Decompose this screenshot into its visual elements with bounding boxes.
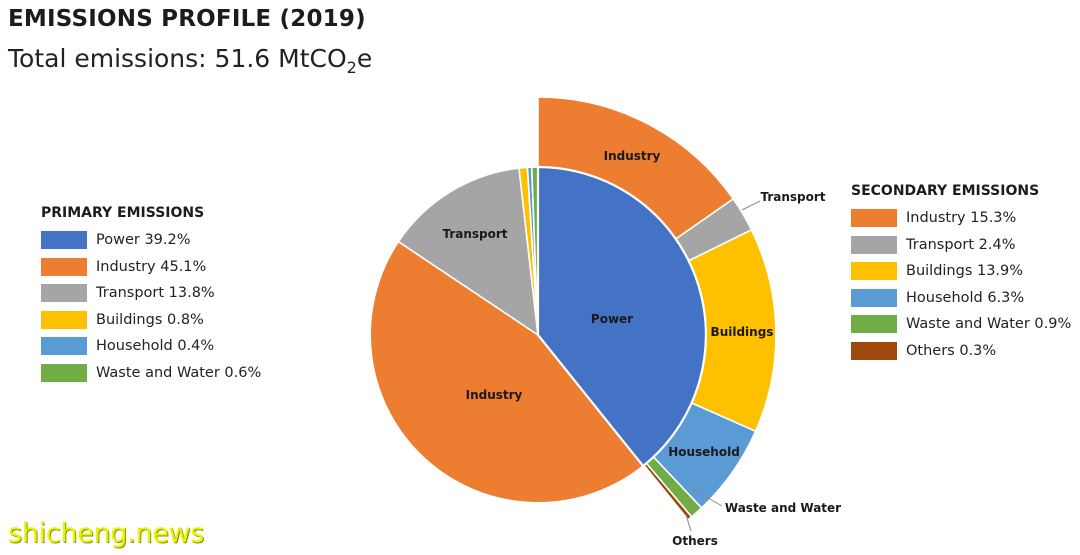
legend-swatch bbox=[851, 288, 897, 307]
slice-label: Industry bbox=[604, 149, 661, 163]
legend-swatch bbox=[41, 231, 87, 250]
legend-label: Household 0.4% bbox=[96, 338, 215, 355]
legend-entry: Industry 15.3% bbox=[851, 205, 1071, 232]
legend-entry: Buildings 0.8% bbox=[41, 307, 261, 334]
legend-swatch bbox=[851, 315, 897, 334]
legend-label: Transport 2.4% bbox=[906, 236, 1016, 253]
legend-swatch bbox=[851, 262, 897, 281]
slice-label: Others bbox=[672, 534, 718, 548]
slice-label: Power bbox=[591, 312, 633, 326]
legend-label: Transport 13.8% bbox=[96, 285, 215, 302]
legend-swatch bbox=[851, 341, 897, 360]
legend-label: Buildings 0.8% bbox=[96, 311, 204, 328]
legend-entry: Household 0.4% bbox=[41, 333, 261, 360]
legend-label: Power 39.2% bbox=[96, 232, 191, 249]
legend-label: Others 0.3% bbox=[906, 342, 997, 359]
subtitle-subscript: 2 bbox=[346, 58, 357, 77]
legend-swatch bbox=[41, 257, 87, 276]
primary-slice bbox=[397, 167, 539, 337]
power-slice-outline bbox=[536, 165, 708, 468]
primary-legend-title: PRIMARY EMISSIONS bbox=[41, 205, 205, 221]
legend-entry: Transport 13.8% bbox=[41, 280, 261, 307]
secondary-legend: SECONDARY EMISSIONS Industry 15.3% Transp… bbox=[851, 183, 1071, 364]
legend-swatch bbox=[41, 310, 87, 329]
legend-entry: Transport 2.4% bbox=[851, 232, 1071, 259]
legend-entry: Power 39.2% bbox=[41, 227, 261, 254]
legend-entry: Waste and Water 0.6% bbox=[41, 360, 261, 387]
subtitle-prefix: Total emissions: 51.6 MtCO bbox=[8, 44, 347, 73]
slice-label: Industry bbox=[466, 388, 523, 402]
legend-swatch bbox=[41, 337, 87, 356]
subtitle-suffix: e bbox=[356, 44, 373, 73]
legend-label: Buildings 13.9% bbox=[906, 263, 1024, 280]
legend-entry: Others 0.3% bbox=[851, 338, 1071, 365]
legend-entry: Household 6.3% bbox=[851, 285, 1071, 312]
legend-label: Household 6.3% bbox=[906, 289, 1025, 306]
page-subtitle: Total emissions: 51.6 MtCO2e bbox=[8, 44, 372, 77]
secondary-legend-title: SECONDARY EMISSIONS bbox=[851, 183, 1040, 199]
leader-line bbox=[693, 489, 723, 507]
legend-swatch bbox=[851, 209, 897, 228]
legend-label: Industry 45.1% bbox=[96, 258, 207, 275]
slice-label: Transport bbox=[760, 190, 825, 204]
legend-swatch bbox=[851, 235, 897, 254]
legend-swatch bbox=[41, 284, 87, 303]
legend-entry: Waste and Water 0.9% bbox=[851, 311, 1071, 338]
slice-label: Transport bbox=[442, 227, 507, 241]
leader-line bbox=[685, 514, 692, 532]
slice-label: Buildings bbox=[711, 325, 774, 339]
legend-swatch bbox=[41, 363, 87, 382]
slice-label: Household bbox=[668, 445, 740, 459]
legend-label: Waste and Water 0.9% bbox=[906, 316, 1072, 333]
legend-label: Waste and Water 0.6% bbox=[96, 364, 262, 381]
primary-slice bbox=[369, 240, 645, 504]
watermark: shicheng.news bbox=[8, 518, 205, 549]
legend-entry: Industry 45.1% bbox=[41, 254, 261, 281]
leader-line bbox=[741, 200, 761, 211]
page-title: EMISSIONS PROFILE (2019) bbox=[8, 6, 366, 32]
legend-entry: Buildings 13.9% bbox=[851, 258, 1071, 285]
primary-legend: PRIMARY EMISSIONS Power 39.2% Industry 45… bbox=[41, 205, 261, 386]
slice-label: Waste and Water bbox=[725, 501, 841, 515]
legend-label: Industry 15.3% bbox=[906, 210, 1017, 227]
